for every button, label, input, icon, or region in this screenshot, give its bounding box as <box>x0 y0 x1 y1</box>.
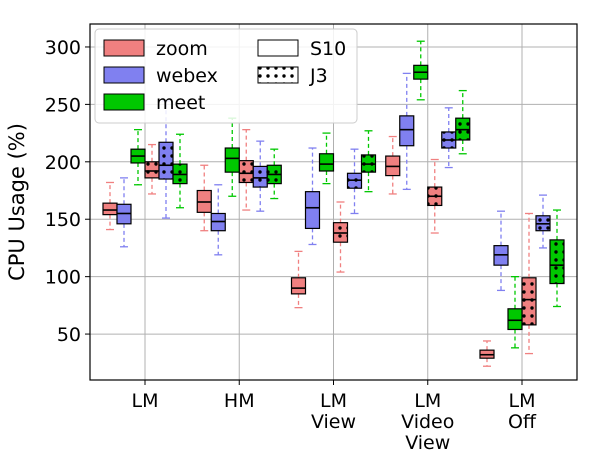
box-zoom-s10 <box>385 135 401 195</box>
y-tick-label: 200 <box>45 152 81 174</box>
box-body <box>399 115 415 147</box>
y-tick-label: 100 <box>45 267 81 289</box>
box-webex-s10 <box>493 210 509 292</box>
box-meet-s10 <box>413 40 429 101</box>
legend-swatch-webex <box>103 66 145 84</box>
box-zoom-j3 <box>521 212 537 355</box>
x-tick-label: LM <box>414 390 441 412</box>
y-tick-label: 150 <box>45 209 81 231</box>
y-tick-label: 250 <box>45 94 81 116</box>
y-tick-label: 300 <box>45 37 81 59</box>
box-meet-s10 <box>507 275 523 349</box>
box-zoom-s10 <box>479 340 495 367</box>
x-tick-label: LM <box>320 390 347 412</box>
box-webex-j3 <box>441 107 457 169</box>
box-webex-j3 <box>346 148 363 215</box>
box-webex-s10 <box>304 147 321 246</box>
x-tick-label: HM <box>224 390 255 412</box>
box-meet-j3 <box>360 130 377 193</box>
legend: zoom webex meet S10 J3 <box>94 28 358 124</box>
box-zoom-s10 <box>102 181 118 231</box>
x-tick-label: LM <box>509 390 536 412</box>
legend-label-s10: S10 <box>310 38 346 60</box>
box-zoom-j3 <box>427 158 443 234</box>
box-hatch <box>550 239 564 284</box>
box-zoom-s10 <box>196 164 212 232</box>
legend-label-zoom: zoom <box>156 38 208 60</box>
box-meet-j3 <box>455 89 471 155</box>
box-meet-j3 <box>549 209 565 308</box>
box-hatch <box>159 142 173 180</box>
boxes <box>102 40 565 367</box>
box-body <box>304 191 321 230</box>
legend-swatch-meet <box>103 93 145 111</box>
legend-hatch <box>258 67 298 83</box>
box-webex-j3 <box>535 194 551 249</box>
box-webex-j3 <box>158 100 174 219</box>
legend-label-j3: J3 <box>309 65 328 87</box>
box-body <box>290 277 307 295</box>
box-meet-j3 <box>266 148 282 200</box>
legend-swatch-zoom <box>103 39 145 57</box>
x-tick-label: Video <box>401 411 454 433</box>
box-body <box>318 153 335 172</box>
box-body <box>224 147 240 173</box>
box-hatch <box>253 166 268 188</box>
x-tick-label: View <box>311 411 356 433</box>
box-webex-s10 <box>116 177 132 248</box>
legend-label-webex: webex <box>156 65 218 87</box>
x-tick-label: Off <box>508 411 537 433</box>
box-body <box>507 308 523 331</box>
box-zoom-j3 <box>332 201 349 273</box>
box-webex-s10 <box>210 184 226 256</box>
box-meet-s10 <box>224 117 240 197</box>
legend-swatch-s10 <box>257 39 299 57</box>
box-zoom-j3 <box>238 129 254 211</box>
box-meet-s10 <box>318 132 335 185</box>
box-zoom-s10 <box>290 250 307 309</box>
box-hatch <box>239 160 254 183</box>
box-hatch <box>145 161 159 178</box>
legend-label-meet: meet <box>156 92 205 114</box>
box-webex-j3 <box>252 140 268 212</box>
box-meet-j3 <box>172 133 188 209</box>
y-tick-label: 50 <box>57 324 81 346</box>
box-zoom-j3 <box>144 143 160 195</box>
box-meet-s10 <box>130 129 146 186</box>
y-axis-label: CPU Usage (%) <box>5 123 29 281</box>
y-axis: 50 100 150 200 250 300 <box>45 37 90 346</box>
x-tick-label: View <box>405 432 450 454</box>
box-webex-s10 <box>399 72 415 191</box>
box-hatch <box>522 277 536 325</box>
x-tick-label: LM <box>132 390 159 412</box>
box-body <box>102 202 118 216</box>
